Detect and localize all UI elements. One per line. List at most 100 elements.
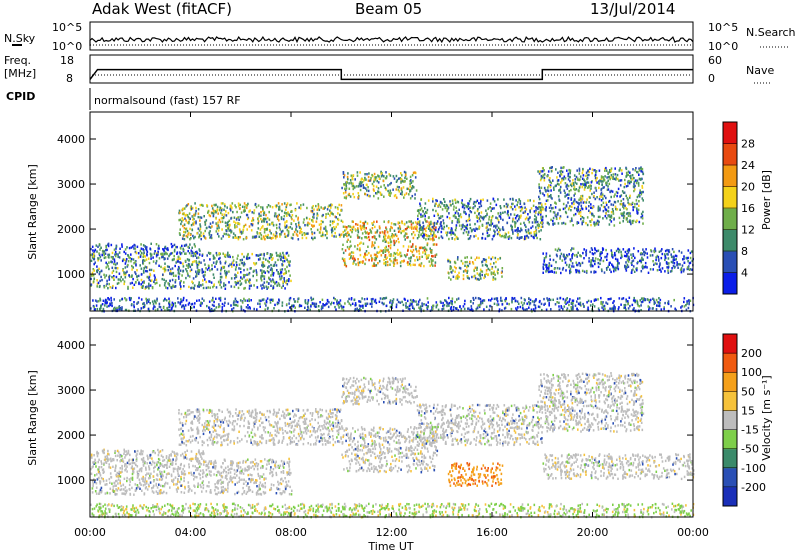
echo-cell <box>235 303 237 307</box>
echo-cell <box>218 297 220 300</box>
echo-cell <box>121 259 124 263</box>
echo-cell <box>474 296 477 300</box>
echo-cell <box>334 231 336 235</box>
echo-cell <box>409 240 411 243</box>
echo-cell <box>593 270 596 273</box>
echo-cell <box>527 236 530 239</box>
echo-cell <box>601 183 603 186</box>
echo-cell <box>486 231 489 235</box>
echo-cell <box>195 274 198 278</box>
echo-cell <box>446 208 449 211</box>
echo-cell <box>640 304 642 307</box>
echo-cell <box>224 262 227 265</box>
echo-cell <box>531 221 534 224</box>
echo-cell <box>548 270 550 273</box>
echo-cell <box>619 167 621 170</box>
echo-cell <box>319 301 321 304</box>
echo-cell <box>173 254 175 258</box>
echo-cell <box>227 227 230 230</box>
echo-cell <box>290 308 293 311</box>
echo-cell <box>363 227 365 230</box>
echo-cell <box>105 302 108 305</box>
echo-cell <box>187 233 189 236</box>
echo-cell <box>342 192 345 195</box>
echo-cell <box>380 175 383 178</box>
echo-cell <box>446 224 448 228</box>
echo-cell <box>195 261 198 264</box>
echo-cell <box>660 270 662 273</box>
echo-cell <box>481 260 484 263</box>
echo-cell <box>425 211 428 214</box>
echo-cell <box>202 274 205 277</box>
echo-cell <box>512 198 514 201</box>
echo-cell <box>541 170 544 173</box>
echo-cell <box>440 230 443 234</box>
echo-cell <box>395 305 398 309</box>
echo-cell <box>410 256 412 259</box>
echo-cell <box>617 267 620 271</box>
echo-cell <box>143 271 145 274</box>
echo-cell <box>264 271 266 274</box>
echo-cell <box>546 193 549 196</box>
echo-cell <box>543 176 546 180</box>
echo-cell <box>210 236 212 239</box>
echo-cell <box>92 274 95 277</box>
echo-cell <box>420 198 422 201</box>
echo-cell <box>520 296 523 300</box>
echo-cell <box>186 270 188 273</box>
echo-cell <box>573 202 575 206</box>
echo-cell <box>462 231 465 235</box>
echo-cell <box>208 213 211 217</box>
echo-cell <box>545 190 547 193</box>
echo-cell <box>257 217 259 221</box>
echo-cell <box>417 214 419 218</box>
echo-cell <box>200 234 203 237</box>
echo-cell <box>243 263 246 266</box>
echo-cell <box>389 244 392 247</box>
echo-cell <box>368 194 370 198</box>
echo-cell <box>369 228 371 232</box>
echo-cell <box>421 226 423 229</box>
echo-cell <box>275 234 277 238</box>
echo-cell <box>570 188 572 192</box>
echo-cell <box>538 186 541 189</box>
echo-cell <box>434 261 437 264</box>
echo-cell <box>518 237 521 240</box>
echo-cell <box>282 281 284 285</box>
echo-cell <box>578 186 581 189</box>
echo-cell <box>578 169 581 172</box>
echo-cell <box>196 265 199 268</box>
echo-cell <box>412 221 414 225</box>
echo-cell <box>373 246 376 250</box>
echo-cell <box>267 306 269 310</box>
echo-cell <box>538 230 540 233</box>
echo-cell <box>235 225 238 229</box>
echo-cell <box>382 249 385 252</box>
echo-cell <box>516 203 518 207</box>
echo-cell <box>559 174 561 177</box>
echo-cell <box>539 208 542 211</box>
echo-cell <box>395 240 398 243</box>
echo-cell <box>636 269 638 272</box>
echo-cell <box>431 263 433 266</box>
echo-cell <box>126 265 129 268</box>
echo-cell <box>181 274 183 277</box>
echo-cell <box>571 205 573 208</box>
echo-cell <box>153 305 155 308</box>
echo-cell <box>275 280 278 284</box>
echo-cell <box>228 270 230 273</box>
echo-cell <box>627 184 629 187</box>
echo-cell <box>661 267 664 270</box>
echo-cell <box>452 208 455 211</box>
echo-cell <box>470 305 473 308</box>
echo-cell <box>177 268 179 271</box>
echo-cell <box>207 251 210 255</box>
echo-cell <box>605 248 607 252</box>
echo-cell <box>424 250 427 254</box>
echo-cell <box>467 207 470 211</box>
echo-cell <box>641 300 644 303</box>
echo-cell <box>535 216 538 219</box>
echo-cell <box>654 262 657 265</box>
echo-cell <box>242 238 245 241</box>
echo-cell <box>510 213 512 216</box>
